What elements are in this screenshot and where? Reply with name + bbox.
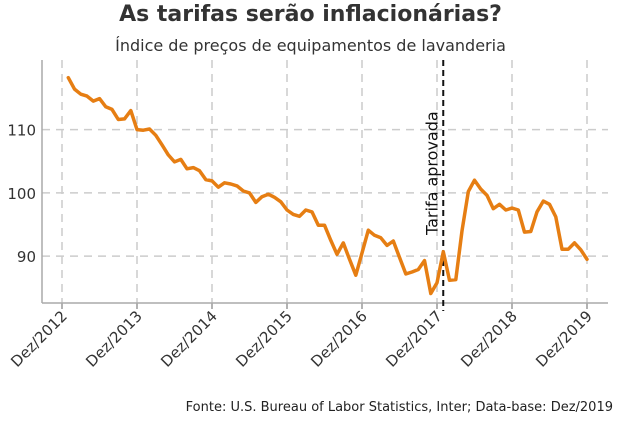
series-line bbox=[66, 75, 589, 296]
x-tick-label: Dez/2012 bbox=[7, 307, 71, 371]
y-tick-label: 90 bbox=[17, 248, 36, 266]
x-tick-label: Dez/2017 bbox=[382, 307, 446, 371]
source-note: Fonte: U.S. Bureau of Labor Statistics, … bbox=[185, 400, 613, 415]
chart-title: As tarifas serão inflacionárias? bbox=[119, 2, 502, 27]
chart-subtitle: Índice de preços de equipamentos de lava… bbox=[115, 36, 506, 55]
x-tick-label: Dez/2013 bbox=[82, 307, 146, 371]
x-tick-label: Dez/2016 bbox=[307, 307, 371, 371]
x-tick-label: Dez/2014 bbox=[157, 307, 221, 371]
tariff-annotation: Tarifa aprovada bbox=[422, 111, 441, 236]
y-tick-label: 110 bbox=[7, 122, 36, 140]
y-tick-label: 100 bbox=[7, 185, 36, 203]
x-tick-label: Dez/2018 bbox=[457, 307, 521, 371]
x-tick-label: Dez/2015 bbox=[232, 307, 296, 371]
x-tick-label: Dez/2019 bbox=[532, 307, 596, 371]
